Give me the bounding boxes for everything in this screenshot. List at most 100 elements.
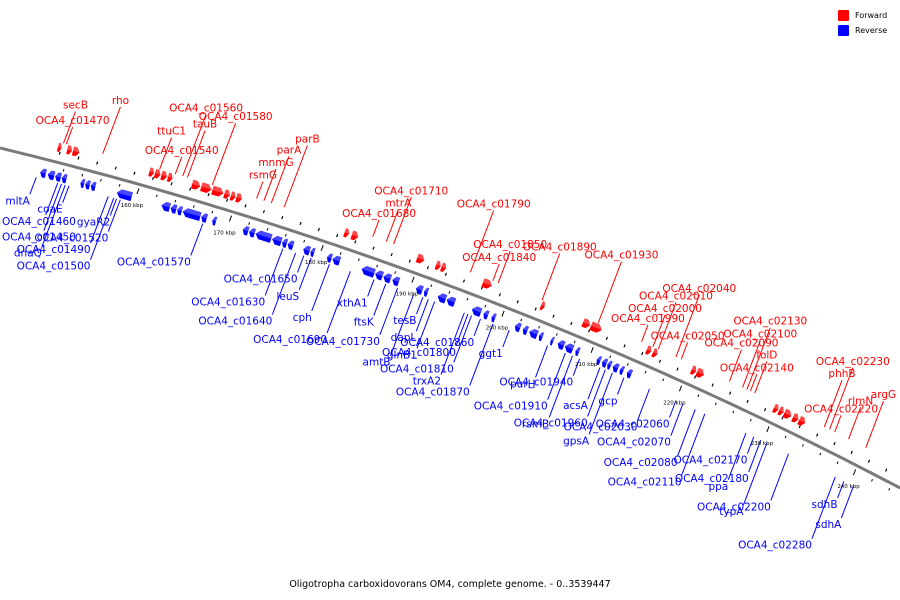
reverse-gene-arrow bbox=[514, 322, 522, 333]
label-leader bbox=[283, 145, 308, 208]
gene-label: ggt1 bbox=[479, 348, 503, 360]
forward-gene-arrow bbox=[539, 301, 545, 311]
minor-tick bbox=[133, 171, 136, 175]
label-leader bbox=[502, 329, 510, 348]
minor-tick bbox=[211, 210, 214, 214]
minor-tick bbox=[192, 205, 195, 208]
gene-label: parA bbox=[277, 144, 302, 156]
gene-label: OCA4_c01990 bbox=[611, 313, 685, 325]
gene-label: OCA4_c01540 bbox=[145, 145, 219, 157]
label-leader bbox=[670, 403, 684, 436]
label-leader bbox=[416, 297, 424, 315]
gene-label: rsmB bbox=[522, 419, 549, 431]
reverse-gene-arrow bbox=[249, 228, 257, 238]
minor-tick bbox=[226, 198, 229, 202]
forward-gene-arrow bbox=[481, 278, 492, 289]
minor-tick bbox=[802, 444, 804, 447]
minor-tick bbox=[484, 304, 487, 308]
scale-tick bbox=[228, 215, 233, 222]
label-leader bbox=[186, 130, 206, 178]
forward-gene-arrow bbox=[791, 413, 799, 423]
minor-tick bbox=[609, 355, 612, 359]
forward-gene-arrow bbox=[797, 415, 806, 426]
gene-label: OCA4_c01640 bbox=[198, 316, 272, 328]
reverse-gene-arrow bbox=[529, 328, 539, 340]
label-leader bbox=[29, 177, 37, 195]
minor-tick bbox=[100, 178, 102, 182]
reverse-gene-arrow bbox=[471, 306, 483, 317]
gene-label: OCA4_c02080 bbox=[604, 457, 678, 469]
forward-gene-arrow bbox=[434, 260, 441, 270]
label-leader bbox=[587, 367, 601, 400]
reverse-gene-arrow bbox=[491, 313, 497, 323]
minor-tick bbox=[534, 307, 537, 311]
label-leader bbox=[811, 476, 836, 539]
gene-label: OCA4_c02200 bbox=[697, 501, 771, 513]
minor-tick bbox=[833, 442, 836, 446]
forward-gene-arrow bbox=[782, 408, 792, 419]
label-leader bbox=[547, 352, 566, 400]
reverse-gene-arrow bbox=[602, 358, 609, 368]
label-leader bbox=[743, 442, 768, 505]
gene-label: gcp bbox=[598, 396, 617, 408]
gene-label: OCA4_c02170 bbox=[674, 455, 748, 467]
gene-label: OCA4_c01680 bbox=[342, 208, 416, 220]
reverse-gene-arrow bbox=[361, 265, 376, 278]
label-leader bbox=[90, 197, 115, 260]
scale-tick-label: 240 kbp bbox=[837, 484, 860, 490]
minor-tick bbox=[711, 383, 714, 387]
label-leader bbox=[749, 374, 758, 392]
scale-tick bbox=[411, 276, 415, 283]
scale-tick bbox=[320, 245, 324, 251]
gene-label: OCA4_c02030 bbox=[564, 422, 638, 434]
label-leader bbox=[681, 413, 706, 476]
minor-tick bbox=[299, 221, 302, 226]
label-leader bbox=[588, 372, 613, 435]
minor-tick bbox=[339, 252, 342, 255]
label-leader bbox=[848, 407, 862, 440]
label-leader bbox=[729, 349, 742, 382]
label-leader bbox=[455, 313, 469, 347]
label-leader bbox=[469, 210, 495, 273]
forward-gene-arrow bbox=[651, 348, 658, 358]
minor-tick bbox=[623, 344, 626, 348]
label-leader bbox=[834, 415, 842, 433]
minor-tick bbox=[244, 204, 247, 208]
reverse-gene-arrow bbox=[437, 293, 448, 304]
reverse-gene-arrow bbox=[607, 360, 613, 370]
minor-tick bbox=[749, 418, 752, 422]
label-leader bbox=[43, 183, 62, 231]
gene-label: OCA4_c01630 bbox=[191, 296, 265, 308]
label-leader bbox=[367, 279, 375, 297]
reverse-gene-arrow bbox=[424, 287, 430, 297]
label-leader bbox=[440, 312, 465, 375]
gene-label: rlmN bbox=[848, 395, 873, 407]
forward-gene-arrow bbox=[190, 179, 201, 190]
scale-tick-label: 190 kbp bbox=[396, 292, 419, 298]
reverse-gene-arrow bbox=[90, 181, 97, 192]
label-leader bbox=[62, 111, 76, 144]
minor-tick bbox=[605, 336, 608, 340]
minor-tick bbox=[266, 227, 269, 231]
label-leader bbox=[385, 209, 399, 242]
gene-label: purH bbox=[510, 378, 536, 390]
minor-tick bbox=[281, 215, 284, 220]
minor-tick bbox=[498, 293, 501, 297]
gene-label: amtB bbox=[363, 357, 391, 369]
reverse-gene-arrow bbox=[282, 238, 289, 248]
label-leader bbox=[823, 379, 843, 428]
gene-label: OCA4_c01870 bbox=[396, 387, 470, 399]
reverse-gene-arrow bbox=[80, 178, 86, 189]
minor-tick bbox=[644, 370, 647, 374]
gene-label: mltA bbox=[5, 195, 30, 207]
label-leader bbox=[840, 485, 854, 519]
minor-tick bbox=[336, 234, 339, 238]
forward-gene-arrow bbox=[350, 230, 359, 241]
forward-gene-arrow bbox=[689, 365, 697, 375]
scale-tick bbox=[501, 310, 505, 317]
gene-label: OCA4_c02180 bbox=[675, 473, 749, 485]
reverse-gene-arrow bbox=[303, 245, 312, 256]
forward-gene-arrow bbox=[343, 228, 350, 238]
minor-tick bbox=[573, 340, 576, 344]
